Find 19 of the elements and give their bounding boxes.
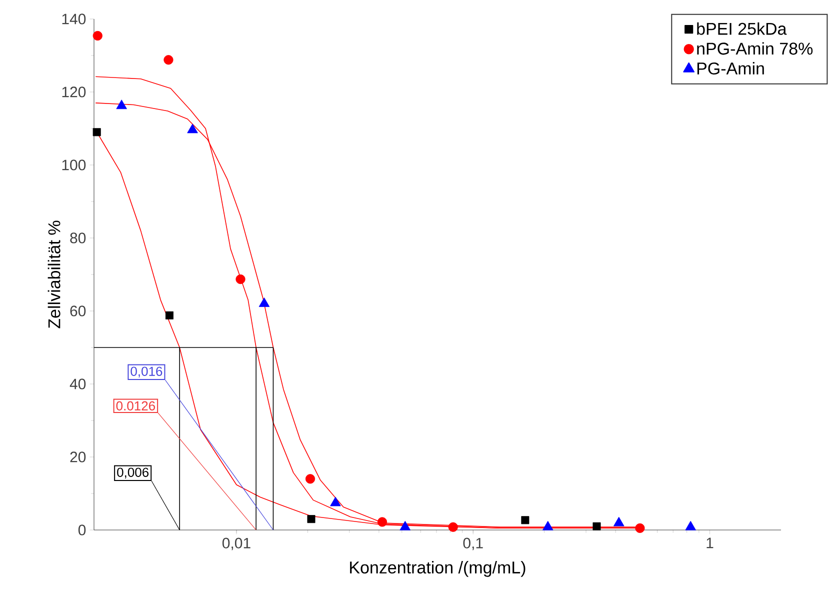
y-tick-label: 40 xyxy=(70,378,86,390)
y-tick-label: 0 xyxy=(78,524,86,536)
x-tick-label: 0,01 xyxy=(222,538,250,550)
x-tick-label: 1 xyxy=(706,538,714,548)
y-tick-label: 80 xyxy=(70,232,86,244)
y-tick-label: 140 xyxy=(62,14,86,24)
legend-label: bPEI 25kDa xyxy=(697,22,787,35)
x-axis-title: Konzentration /(mg/mL) xyxy=(350,561,526,577)
annotation: 0,006 xyxy=(117,468,149,478)
y-axis-title: Zellviabilität % xyxy=(48,220,60,328)
y-tick-label: 100 xyxy=(62,160,86,170)
y-tick-label: 60 xyxy=(70,306,86,316)
legend-label: PG-Amin xyxy=(697,62,764,75)
legend-label: nPG-Amin 78% xyxy=(697,42,813,55)
annotation: 0,016 xyxy=(130,366,162,378)
y-tick-label: 20 xyxy=(70,452,86,462)
y-tick-label: 120 xyxy=(62,86,86,98)
annotation: 0.0126 xyxy=(116,401,155,410)
x-tick-label: 0,1 xyxy=(463,538,483,550)
